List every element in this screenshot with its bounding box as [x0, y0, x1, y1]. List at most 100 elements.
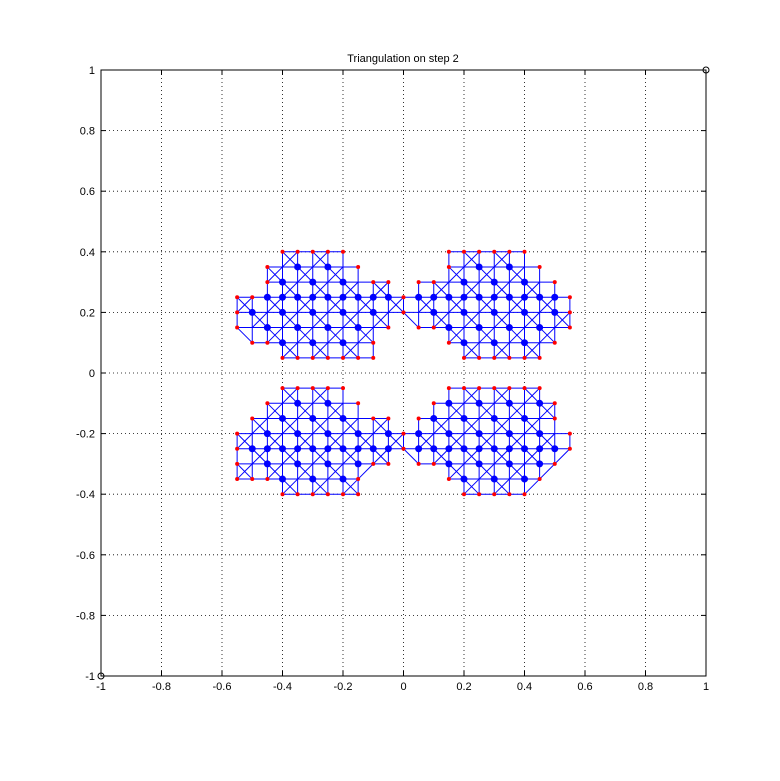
boundary-node	[265, 477, 270, 482]
mesh-edge	[478, 433, 495, 450]
x-tick-label: -0.6	[213, 681, 232, 693]
mesh-edge	[493, 387, 510, 404]
mesh-edge	[433, 281, 450, 298]
mesh-edge	[478, 327, 495, 344]
y-tick-labels: -1 -0.8 -0.6 -0.4 -0.2 0 0.2 0.4 0.6 0.8 1	[76, 65, 95, 683]
mesh-edge	[539, 296, 556, 313]
mesh-edge	[312, 312, 329, 328]
interior-node	[505, 460, 513, 468]
mesh-edge	[312, 342, 329, 359]
mesh-edge	[463, 478, 480, 495]
interior-node	[339, 278, 347, 286]
boundary-node	[341, 386, 345, 391]
mesh-edge	[418, 296, 435, 313]
boundary-node	[235, 310, 240, 315]
mesh-edge	[267, 296, 283, 313]
boundary-node	[386, 325, 391, 330]
mesh-edge	[282, 342, 298, 359]
mesh-edge	[418, 433, 435, 450]
boundary-node	[567, 310, 572, 315]
mesh-edge	[251, 312, 268, 328]
x-tick-label: 0.8	[638, 681, 653, 693]
interior-node	[536, 324, 544, 332]
mesh-edge	[463, 342, 480, 359]
y-tick-label: 0.4	[80, 247, 95, 259]
interior-node	[536, 293, 544, 301]
boundary-node	[416, 416, 421, 421]
interior-node	[279, 414, 286, 422]
interior-node	[430, 414, 438, 422]
chart-title: Triangulation on step 2	[347, 53, 459, 65]
interior-node	[324, 293, 332, 301]
mesh-edge	[509, 266, 525, 283]
boundary-node	[386, 280, 391, 285]
mesh-edge	[342, 312, 359, 328]
interior-node	[445, 430, 453, 438]
mesh-edge	[493, 251, 510, 268]
mesh-edge	[236, 296, 253, 313]
mesh-edge	[297, 463, 314, 480]
mesh-edge	[327, 296, 344, 313]
interior-node	[490, 414, 498, 422]
boundary-node	[537, 264, 542, 269]
interior-node	[339, 308, 347, 316]
interior-node	[354, 293, 362, 301]
boundary-node	[371, 340, 376, 345]
mesh-edge	[357, 327, 374, 344]
mesh-edge	[342, 281, 359, 298]
mesh-edge	[463, 251, 480, 268]
boundary-node	[522, 386, 527, 391]
boundary-node	[295, 249, 300, 254]
boundary-node	[477, 492, 482, 497]
mesh-edge	[372, 448, 389, 465]
mesh-edge	[312, 448, 329, 465]
mesh-edge	[524, 312, 540, 328]
interior-node	[263, 460, 271, 468]
mesh-edge	[236, 327, 253, 344]
interior-node	[445, 324, 453, 332]
mesh-edge	[478, 296, 495, 313]
interior-node	[309, 278, 317, 286]
y-tick-label: 0.8	[80, 126, 95, 138]
mesh-edge	[372, 281, 389, 298]
mesh-edge	[463, 312, 480, 328]
interior-node	[294, 263, 302, 271]
interior-node	[309, 339, 317, 347]
boundary-node	[552, 340, 557, 345]
mesh-edge	[509, 463, 525, 480]
interior-node	[505, 263, 513, 271]
boundary-node	[567, 295, 572, 300]
interior-node	[551, 445, 559, 453]
mesh-edge	[478, 463, 495, 480]
boundary-node	[462, 492, 466, 497]
x-tick-label: -0.8	[152, 681, 171, 693]
boundary-node	[310, 355, 315, 360]
boundary-node	[341, 355, 345, 360]
corner-marker	[702, 66, 710, 74]
boundary-node	[325, 355, 330, 360]
boundary-node	[356, 355, 361, 360]
interior-node	[263, 293, 271, 301]
mesh-edge	[312, 251, 329, 268]
boundary-node	[552, 401, 557, 406]
mesh-edge	[267, 327, 283, 344]
boundary-node	[265, 280, 270, 285]
boundary-node	[507, 355, 512, 360]
interior-node	[384, 293, 392, 301]
boundary-node	[462, 249, 466, 254]
mesh-edge	[297, 327, 314, 344]
interior-node	[521, 445, 528, 453]
interior-node	[415, 293, 423, 301]
mesh-edge	[267, 266, 283, 283]
interior-node	[505, 430, 513, 438]
boundary-node	[537, 477, 542, 482]
mesh-edge	[403, 312, 419, 328]
boundary-node	[371, 416, 376, 421]
interior-node	[248, 445, 256, 453]
boundary-node	[325, 492, 330, 497]
boundary-node	[235, 477, 240, 482]
interior-node	[294, 399, 302, 407]
interior-node	[354, 430, 362, 438]
